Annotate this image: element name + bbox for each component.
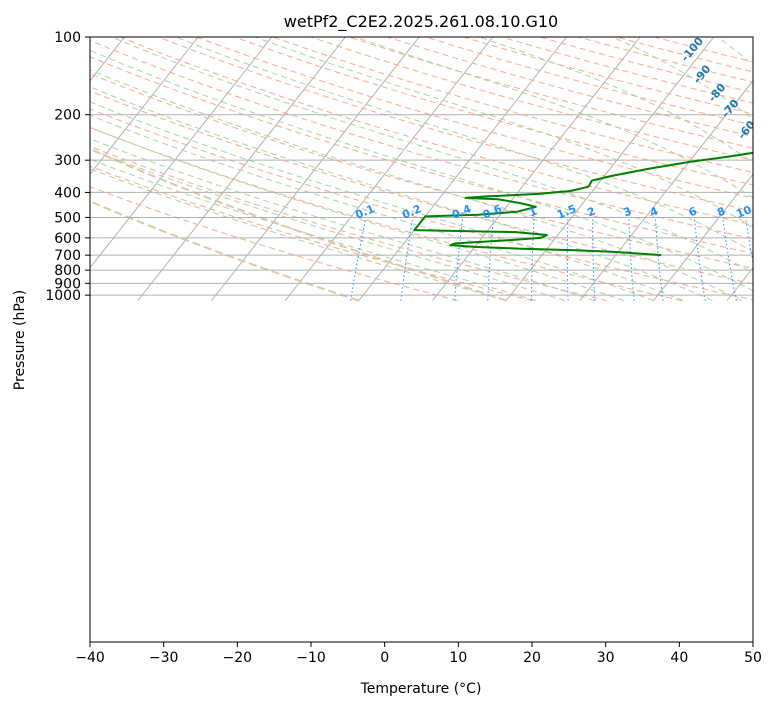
y-tick-label: 600 — [54, 231, 81, 247]
moist-adiabat — [478, 37, 753, 164]
x-tick-label: 50 — [744, 650, 762, 666]
dry-adiabat — [90, 108, 753, 301]
skewed-isotherm — [653, 173, 753, 301]
y-tick-label: 800 — [54, 263, 81, 279]
x-tick-label: 0 — [380, 650, 389, 666]
mixing-ratio-line — [531, 217, 535, 301]
plot-frame — [89, 36, 754, 643]
skewed-isotherm — [284, 37, 494, 301]
skewed-isotherm — [358, 37, 567, 301]
mixing-ratio-line — [628, 217, 635, 301]
skewed-isotherm — [505, 37, 715, 301]
mixing-ratio-line — [566, 217, 569, 301]
moist-adiabat — [90, 148, 566, 302]
dry-adiabat — [348, 37, 753, 149]
y-tick-label: 1000 — [45, 288, 81, 304]
y-tick-label: 900 — [54, 276, 81, 292]
mixing-ratio-line — [350, 217, 367, 301]
moist-adiabat — [90, 49, 753, 292]
mixing-ratio-label: 3 — [622, 204, 634, 219]
y-tick-label: 700 — [54, 248, 81, 264]
dry-adiabat — [90, 165, 533, 302]
x-axis-title: Temperature (°C) — [360, 681, 482, 697]
y-tick-label: 500 — [54, 210, 81, 226]
mixing-ratio-line — [654, 217, 664, 301]
mixing-ratio-line — [454, 217, 464, 301]
y-tick-label: 300 — [54, 153, 81, 169]
moist-adiabat — [90, 138, 595, 302]
dry-adiabat — [90, 186, 458, 302]
mixing-ratio-line — [722, 217, 737, 301]
moist-adiabat — [90, 69, 743, 302]
skewed-isotherm — [211, 37, 420, 301]
x-tick-label: 20 — [523, 650, 541, 666]
dry-adiabat — [90, 73, 753, 269]
chart-title: wetPf2_C2E2.2025.261.08.10.G10 — [284, 12, 558, 32]
dry-adiabat — [196, 37, 753, 199]
y-tick-label: 100 — [54, 30, 81, 46]
moist-adiabat — [90, 158, 536, 302]
mixing-ratio-label: 10 — [734, 203, 753, 221]
mixing-ratio-line — [693, 217, 706, 301]
x-tick-label: −20 — [223, 650, 253, 666]
dry-adiabat — [90, 39, 753, 240]
mixing-ratio-label: 8 — [715, 204, 727, 219]
pressure-gridlines — [90, 37, 753, 296]
skewed-isotherm — [137, 37, 346, 301]
mixing-ratio-line — [487, 217, 495, 301]
mixing-ratio-line — [592, 217, 596, 301]
dry-adiabat — [90, 90, 753, 285]
y-tick-label: 200 — [54, 108, 81, 124]
moist-adiabat — [354, 37, 753, 199]
x-tick-label: 40 — [670, 650, 688, 666]
x-tick-label: 30 — [597, 650, 615, 666]
dry-adiabat — [272, 37, 753, 173]
skewed-isotherm — [432, 37, 641, 301]
skewed-isotherm — [90, 37, 199, 176]
dry-adiabat — [119, 37, 753, 226]
moist-adiabat — [111, 37, 753, 274]
y-tick-label: 400 — [54, 185, 81, 201]
moist-adiabat — [90, 168, 507, 302]
y-axis-title: Pressure (hPa) — [12, 290, 28, 390]
x-tick-label: 10 — [449, 650, 467, 666]
moist-adiabat — [90, 101, 684, 302]
dry-adiabat — [90, 56, 753, 255]
moist-adiabat — [175, 37, 753, 253]
mixing-ratio-label: 2 — [585, 204, 597, 219]
mixing-ratio-line — [400, 217, 414, 301]
moist-adiabat — [90, 114, 654, 302]
x-tick-label: −10 — [296, 650, 326, 666]
reference-lines — [90, 37, 753, 302]
mixing-ratio-label: 1 — [527, 204, 539, 219]
dewpoint-profile — [413, 151, 753, 257]
x-tick-label: −40 — [75, 650, 105, 666]
x-tick-label: −30 — [149, 650, 179, 666]
x-axis: −40 −30 −20 −10 0 10 20 30 40 50 — [75, 642, 762, 666]
profile-series — [413, 151, 753, 257]
